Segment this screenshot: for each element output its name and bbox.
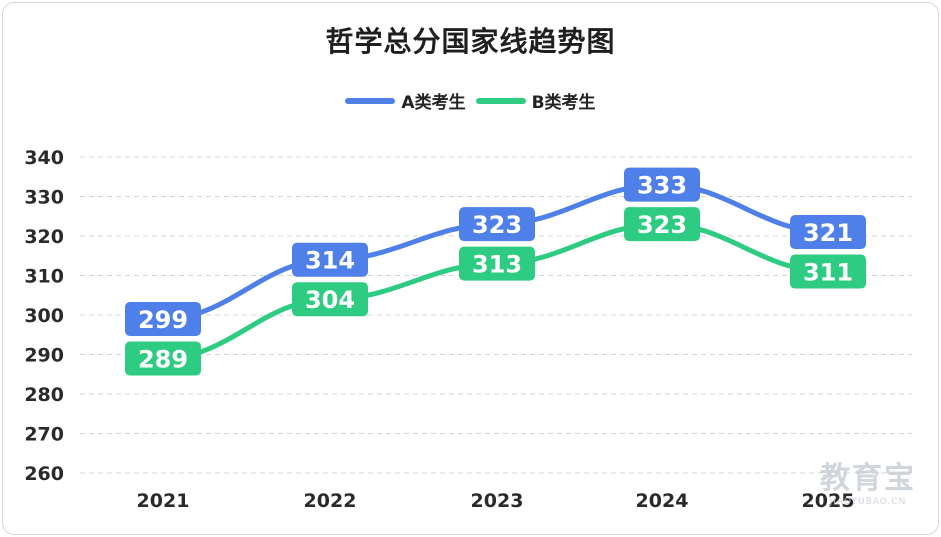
watermark-logo: 教育宝 — [820, 461, 916, 496]
data-label-box — [292, 242, 368, 277]
x-tick-label-2022: 2022 — [304, 490, 357, 512]
legend-swatch-b — [475, 97, 526, 104]
data-label-value: 323 — [637, 211, 687, 239]
data-label-value: 323 — [472, 211, 522, 239]
legend-entry-b[interactable]: B类考生 — [475, 88, 596, 113]
y-tick-label-260: 260 — [24, 463, 64, 485]
data-label-s0-2022: 314 — [292, 242, 368, 277]
y-tick-label-290: 290 — [24, 345, 64, 367]
data-label-value: 289 — [138, 345, 188, 373]
x-tick-label-2021: 2021 — [137, 490, 190, 512]
series-line-1 — [160, 221, 831, 361]
data-label-s0-2025: 321 — [790, 215, 866, 250]
data-label-value: 313 — [472, 251, 522, 279]
data-label-box — [125, 301, 201, 336]
x-tick-label-2025: 2025 — [802, 490, 855, 512]
data-label-value: 304 — [305, 286, 355, 314]
legend-entry-a[interactable]: A类考生 — [345, 88, 466, 113]
grid — [80, 156, 912, 474]
y-tick-label-280: 280 — [24, 384, 64, 406]
data-label-box — [125, 341, 201, 376]
data-label-s1-2021: 289 — [125, 341, 201, 376]
data-label-s0-2021: 299 — [125, 301, 201, 336]
watermark-domain: JIAOYUBAO.CN — [829, 497, 907, 507]
watermark: 教育宝 JIAOYUBAO.CN — [812, 462, 924, 508]
y-tick-label-320: 320 — [24, 226, 64, 248]
legend-label-a: A类考生 — [401, 93, 466, 113]
data-label-box — [790, 215, 866, 250]
legend-swatch-a — [345, 97, 396, 104]
legend: A类考生 B类考生 — [0, 88, 941, 113]
data-label-s1-2025: 311 — [790, 254, 866, 289]
data-label-s0-2023: 323 — [459, 207, 535, 242]
legend-label-b: B类考生 — [531, 93, 596, 113]
x-tick-label-2024: 2024 — [636, 490, 689, 512]
data-label-value: 333 — [637, 172, 687, 200]
y-tick-label-300: 300 — [24, 305, 64, 327]
x-axis: 2021 2022 2023 2024 2025 — [137, 490, 855, 512]
y-tick-label-330: 330 — [24, 187, 64, 209]
data-label-s1-2023: 313 — [459, 246, 535, 281]
data-label-value: 311 — [803, 259, 853, 287]
data-label-s1-2022: 304 — [292, 282, 368, 317]
data-label-s1-2024: 323 — [624, 207, 700, 242]
data-label-box — [459, 246, 535, 281]
y-axis: 260 270 280 290 300 310 320 330 340 — [24, 147, 64, 485]
data-label-box — [624, 207, 700, 242]
chart-title: 哲学总分国家线趋势图 — [325, 25, 616, 58]
data-label-box — [292, 282, 368, 317]
data-label-box — [624, 167, 700, 202]
data-label-value: 299 — [138, 306, 188, 334]
y-tick-label-270: 270 — [24, 424, 64, 446]
x-tick-label-2023: 2023 — [471, 490, 524, 512]
data-label-value: 321 — [803, 219, 853, 247]
data-label-s0-2024: 333 — [624, 167, 700, 202]
y-tick-label-310: 310 — [24, 266, 64, 288]
data-label-box — [790, 254, 866, 289]
data-labels: 299 314 323 333 321 289 304 313 323 311 — [125, 167, 866, 376]
data-label-box — [459, 207, 535, 242]
y-tick-label-340: 340 — [24, 147, 64, 169]
data-label-value: 314 — [305, 247, 355, 275]
